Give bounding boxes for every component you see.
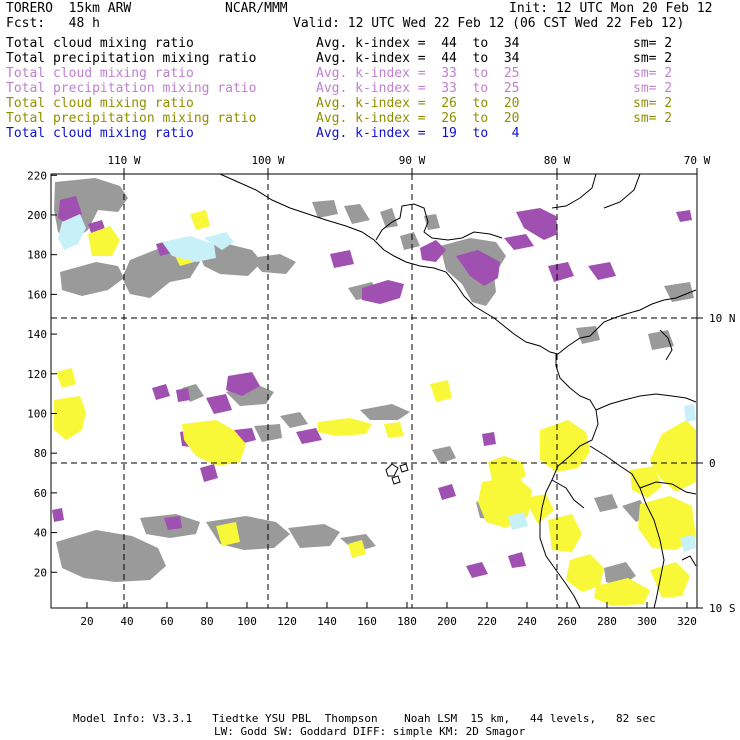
- lon-label: 100 W: [251, 154, 284, 167]
- y-tick-label: 140: [27, 328, 47, 341]
- k-index-range: Avg. k-index = 44 to 34: [316, 51, 520, 66]
- k-index-range: Avg. k-index = 26 to 20: [316, 96, 520, 111]
- lat-label: 10 N: [709, 312, 736, 325]
- y-tick-label: 220: [27, 169, 47, 182]
- field-layer: [52, 178, 696, 606]
- y-tick-label: 180: [27, 249, 47, 262]
- legend-row: Total precipitation mixing ratio Avg. k-…: [6, 111, 736, 126]
- y-tick-label: 200: [27, 209, 47, 222]
- y-tick-label: 80: [34, 447, 47, 460]
- model-info: Model Info: V3.3.1 Tiedtke YSU PBL Thomp…: [73, 712, 656, 725]
- y-tick-label: 160: [27, 288, 47, 301]
- y-tick-label: 100: [27, 407, 47, 420]
- lon-label: 70 W: [684, 154, 711, 167]
- graticule: [51, 174, 697, 608]
- variable-name: Total cloud mixing ratio: [6, 36, 194, 51]
- smoothing-value: sm= 2: [633, 96, 673, 111]
- y-tick-label: 40: [34, 527, 47, 540]
- smoothing-value: sm= 2: [633, 66, 673, 81]
- legend-row: Total precipitation mixing ratio Avg. k-…: [6, 51, 736, 66]
- x-tick-label: 220: [477, 615, 497, 628]
- gray-cloud-areas: [54, 178, 694, 586]
- x-tick-label: 240: [517, 615, 537, 628]
- lon-label: 110 W: [107, 154, 140, 167]
- x-tick-label: 160: [357, 615, 377, 628]
- legend-row: Total cloud mixing ratio Avg. k-index = …: [6, 36, 736, 51]
- legend-row: Total precipitation mixing ratio Avg. k-…: [6, 81, 736, 96]
- variable-name: Total cloud mixing ratio: [6, 126, 194, 141]
- smoothing-value: sm= 2: [633, 81, 673, 96]
- y-tick-label: 20: [34, 566, 47, 579]
- variable-name: Total cloud mixing ratio: [6, 66, 194, 81]
- cyan-cloud-areas: [58, 214, 696, 552]
- physics-info: LW: Godd SW: Goddard DIFF: simple KM: 2D…: [214, 725, 526, 738]
- k-index-range: Avg. k-index = 44 to 34: [316, 36, 520, 51]
- model-title: TORERO 15km ARW: [6, 1, 132, 16]
- k-index-range: Avg. k-index = 33 to 25: [316, 66, 520, 81]
- y-tick-label: 120: [27, 368, 47, 381]
- forecast-hour: Fcst: 48 h: [6, 16, 100, 31]
- lon-label: 90 W: [399, 154, 426, 167]
- smoothing-value: sm= 2: [633, 51, 673, 66]
- variable-name: Total precipitation mixing ratio: [6, 81, 257, 96]
- x-tick-label: 100: [237, 615, 257, 628]
- valid-time: Valid: 12 UTC Wed 22 Feb 12 (06 CST Wed …: [293, 16, 685, 31]
- smoothing-value: sm= 2: [633, 111, 673, 126]
- variable-name: Total cloud mixing ratio: [6, 96, 194, 111]
- lat-label: 10 S: [709, 602, 736, 615]
- x-tick-label: 40: [120, 615, 133, 628]
- x-tick-label: 260: [557, 615, 577, 628]
- init-time: Init: 12 UTC Mon 20 Feb 12: [509, 1, 713, 16]
- center-label: NCAR/MMM: [225, 1, 288, 16]
- x-tick-label: 140: [317, 615, 337, 628]
- x-tick-label: 120: [277, 615, 297, 628]
- lat-label: 0: [709, 457, 716, 470]
- y-tick-label: 60: [34, 487, 47, 500]
- x-tick-label: 60: [160, 615, 173, 628]
- coastline: [219, 174, 697, 608]
- k-index-range: Avg. k-index = 33 to 25: [316, 81, 520, 96]
- legend-row: Total cloud mixing ratio Avg. k-index = …: [6, 66, 736, 81]
- k-index-range: Avg. k-index = 19 to 4: [316, 126, 520, 141]
- x-tick-label: 180: [397, 615, 417, 628]
- map-axes: 20 40 60 80 100 120 140 160 180 200 220 240 260 280 30…: [27, 154, 735, 628]
- x-tick-label: 20: [80, 615, 93, 628]
- variable-name: Total precipitation mixing ratio: [6, 51, 257, 66]
- x-tick-label: 280: [597, 615, 617, 628]
- smoothing-value: sm= 2: [633, 36, 673, 51]
- x-tick-label: 200: [437, 615, 457, 628]
- lon-label: 80 W: [544, 154, 571, 167]
- x-tick-label: 80: [200, 615, 213, 628]
- map-frame: [50, 173, 698, 609]
- legend-row: Total cloud mixing ratio Avg. k-index = …: [6, 126, 736, 141]
- legend-row: Total cloud mixing ratio Avg. k-index = …: [6, 96, 736, 111]
- x-tick-label: 320: [677, 615, 697, 628]
- variable-name: Total precipitation mixing ratio: [6, 111, 257, 126]
- x-tick-label: 300: [637, 615, 657, 628]
- yellow-cloud-areas: [54, 210, 696, 606]
- k-index-range: Avg. k-index = 26 to 20: [316, 111, 520, 126]
